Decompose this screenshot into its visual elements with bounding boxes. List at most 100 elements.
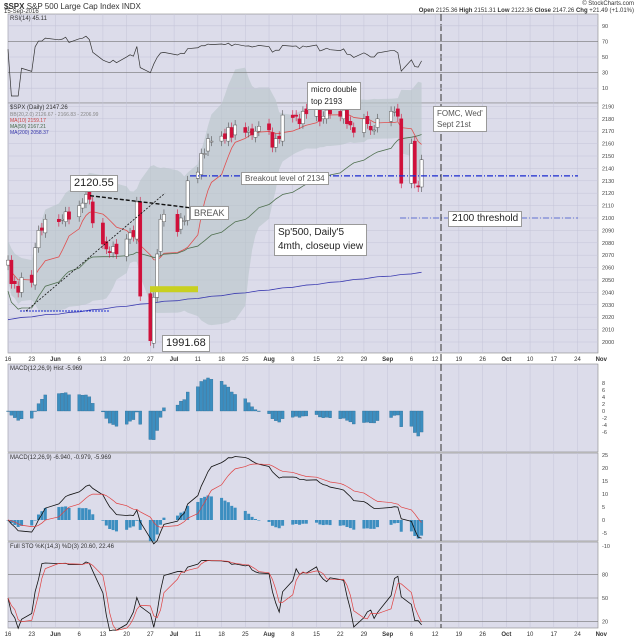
macd-hist-bar — [352, 410, 356, 425]
macd-hist-bar — [362, 520, 366, 529]
candle-body — [175, 214, 180, 232]
macd-hist-bar — [409, 410, 414, 427]
macd-hist-bar — [328, 520, 332, 526]
annotation-micro-line1: micro double — [311, 85, 357, 94]
macd-hist-bar — [267, 410, 271, 414]
macd-hist-bar — [30, 410, 34, 419]
annotation-micro-double-top: micro double top 2193 — [307, 82, 361, 110]
macd-hist-bar — [67, 507, 71, 520]
candle-body — [233, 124, 237, 136]
macd-hist-bar — [420, 520, 424, 536]
chg-value: +21.49 (+1.01%) — [589, 8, 634, 14]
macd-hist-bar — [247, 402, 251, 412]
rsi-line — [7, 35, 422, 97]
x-tick-label: 15 — [313, 357, 320, 363]
macd-hist-bar — [114, 410, 119, 427]
macd-hist-bar — [348, 520, 352, 529]
macd-hist-bar — [9, 410, 14, 416]
x-tick-label: 26 — [479, 357, 486, 363]
macd-hist-bar — [186, 505, 190, 520]
candle-body — [179, 217, 183, 230]
macd-hist-bar — [416, 410, 420, 437]
sto-tick-label: 20 — [602, 619, 608, 625]
annotation-title-line1: Sp'500, Daily'5 — [278, 227, 345, 238]
macd-hist-bar — [57, 393, 61, 412]
chart-date: 15-Sep-2016 — [4, 9, 39, 15]
annotation-break: BREAK — [190, 206, 229, 221]
macd-hist-bar — [399, 410, 403, 427]
macd-hist-bar — [314, 520, 318, 523]
candle-body — [348, 121, 353, 126]
macd-hist-bar — [233, 507, 237, 520]
chart-title: $SPX S&P 500 Large Cap Index INDX — [4, 2, 141, 11]
x-tick-label: 17 — [550, 632, 557, 638]
price-tick-label: 2160 — [602, 142, 614, 148]
x-tick-label: 13 — [100, 357, 107, 363]
macd-hist-bar — [135, 520, 139, 521]
macd-hist-bar — [179, 400, 183, 412]
candle-body — [155, 253, 160, 298]
index-name: S&P 500 Large Cap Index — [26, 2, 120, 11]
candle-body — [162, 214, 166, 222]
x-tick-label: 29 — [361, 357, 368, 363]
x-tick-label: Jun — [50, 632, 61, 638]
annotation-micro-line2: top 2193 — [311, 97, 343, 106]
macd-hist-bar — [13, 520, 17, 525]
macd-hist-legend: MACD(12,26,9) Hist -5.969 — [10, 366, 83, 372]
candle-body — [301, 111, 305, 125]
price-tick-label: 2190 — [602, 104, 614, 110]
macd-hist-bar — [64, 506, 68, 520]
macd-hist-bar — [196, 386, 200, 412]
candle-body — [399, 118, 404, 184]
macd-hist-bar — [274, 410, 278, 421]
candle-body — [63, 211, 68, 222]
high-label: High — [459, 8, 473, 14]
macd-hist-bar — [257, 520, 261, 521]
macd-hist-bar — [125, 410, 129, 425]
price-tick-label: 2100 — [602, 216, 614, 222]
price-tick-label: 2150 — [602, 154, 614, 160]
annotation-fomc-line2: Sept 21st — [437, 120, 471, 130]
candle-body — [273, 138, 278, 148]
macd-hist-bar — [301, 410, 305, 417]
macd-hist-bar — [203, 496, 207, 520]
resistance-line — [89, 194, 194, 209]
macd-hist-bar — [328, 410, 332, 418]
macd-hist-bar — [396, 410, 400, 416]
candle-body — [294, 114, 298, 117]
candle-body — [202, 153, 207, 155]
price-tick-label: 2120 — [602, 191, 614, 197]
candle-body — [131, 230, 136, 237]
x-tick-label: 18 — [218, 632, 225, 638]
macd-tick-label: 10 — [602, 492, 608, 498]
candle-body — [209, 140, 214, 143]
annotation-threshold: 2100 threshold — [448, 211, 523, 227]
macd-hist-bar — [209, 496, 213, 520]
x-tick-label: 11 — [195, 632, 202, 638]
macd-hist-bar — [43, 508, 47, 520]
x-tick-label: 26 — [479, 632, 486, 638]
macd-hist-bar — [399, 520, 403, 532]
macd-hist-bar — [36, 403, 41, 412]
x-tick-label: 27 — [147, 632, 154, 638]
macd-hist-bar — [108, 520, 112, 529]
candle-body — [277, 135, 282, 139]
rsi-tick-label: 70 — [602, 39, 608, 45]
x-tick-label: 11 — [195, 357, 202, 363]
x-tick-label: 22 — [337, 357, 344, 363]
candle-body — [297, 118, 302, 125]
macd-tick-label: -10 — [602, 544, 610, 550]
macd-hist-tick-label: -2 — [602, 416, 607, 422]
price-tick-label: 2010 — [602, 328, 614, 334]
candle-body — [158, 218, 163, 252]
candle-body — [409, 143, 414, 184]
x-tick-label: Sep — [382, 357, 393, 363]
macd-hist-bar — [202, 379, 207, 412]
x-tick-label: 19 — [456, 357, 463, 363]
macd-hist-bar — [277, 410, 281, 423]
macd-hist-bar — [243, 510, 247, 520]
macd-hist-bar — [101, 410, 105, 413]
macd-tick-label: 25 — [602, 453, 608, 459]
chg-label: Chg — [575, 8, 588, 14]
